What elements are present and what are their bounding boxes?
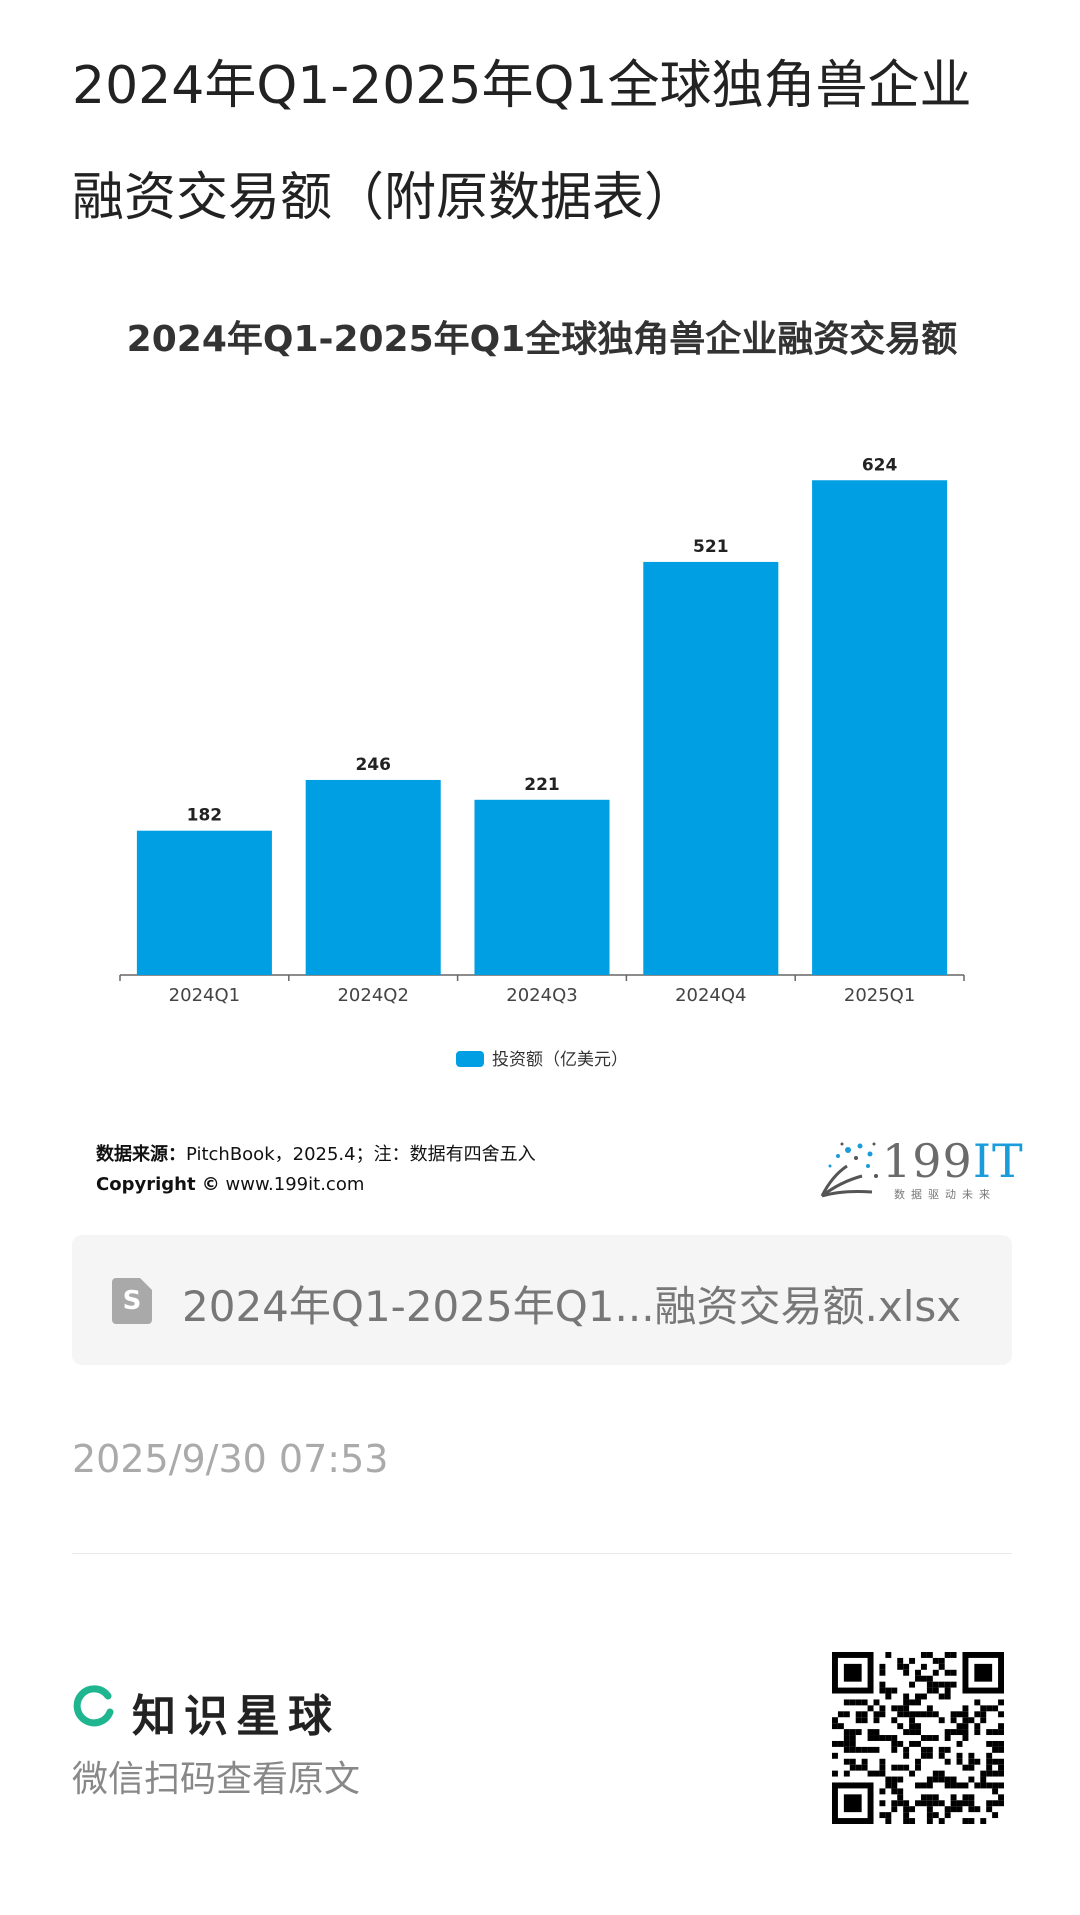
chart-legend: 投资额（亿美元） [72, 1045, 1012, 1070]
x-tick-label: 2024Q3 [506, 985, 577, 1006]
data-label: 182 [187, 806, 223, 826]
source-label: 数据来源： [96, 1144, 186, 1165]
zsxq-logo-icon [73, 1685, 114, 1727]
bar [812, 480, 948, 975]
dandelion-logo-icon [820, 1142, 878, 1198]
brand-name: 知识星球 [132, 1691, 340, 1742]
bar-chart: 182 2024Q1 246 2024Q2 221 2024Q3 521 2024Q4 624 2… [119, 455, 965, 1006]
data-label: 221 [524, 775, 560, 795]
data-label: 246 [355, 755, 391, 775]
logo-199it: 199IT 数据驱动未来 [812, 1130, 1023, 1210]
x-tick-label: 2025Q1 [844, 985, 915, 1006]
x-tick-label: 2024Q2 [337, 985, 408, 1006]
attachment-file[interactable]: S 2024年Q1-2025年Q1...融资交易额.xlsx [72, 1235, 1012, 1365]
x-tick-label: 2024Q4 [675, 985, 746, 1006]
scan-hint: 微信扫码查看原文 [72, 1759, 361, 1800]
qr-code-icon[interactable] [832, 1652, 1004, 1824]
bar [305, 779, 441, 975]
source-text: PitchBook，2025.4；注：数据有四舍五入 [186, 1144, 536, 1165]
data-label: 521 [693, 537, 729, 557]
attachment-filename[interactable]: 2024年Q1-2025年Q1...融资交易额.xlsx [182, 1282, 962, 1331]
post-timestamp: 2025/9/30 07:53 [72, 1437, 389, 1481]
bar [474, 799, 610, 975]
logo-text: 199IT [882, 1134, 1024, 1188]
bar [136, 830, 272, 975]
bar [643, 561, 779, 975]
divider [72, 1553, 1012, 1554]
x-tick-label: 2024Q1 [169, 985, 240, 1006]
source-block: 数据来源：PitchBook，2025.4；注：数据有四舍五入 Copyrigh… [96, 1140, 536, 1200]
logo-tagline: 数据驱动未来 [894, 1188, 996, 1201]
spreadsheet-icon: S [112, 1278, 152, 1324]
data-label: 624 [862, 455, 898, 475]
copyright-url: www.199it.com [225, 1174, 365, 1195]
page-title: 2024年Q1-2025年Q1全球独角兽企业融资交易额（附原数据表） [72, 56, 972, 228]
legend-label: 投资额（亿美元） [492, 1050, 628, 1070]
chart-card: 182 2024Q1 246 2024Q2 221 2024Q3 521 2024Q4 624 2… [72, 290, 1012, 1220]
chart-title: 2024年Q1-2025年Q1全球独角兽企业融资交易额 [126, 319, 958, 360]
legend-swatch [456, 1051, 484, 1067]
copyright-label: Copyright © [96, 1174, 220, 1195]
